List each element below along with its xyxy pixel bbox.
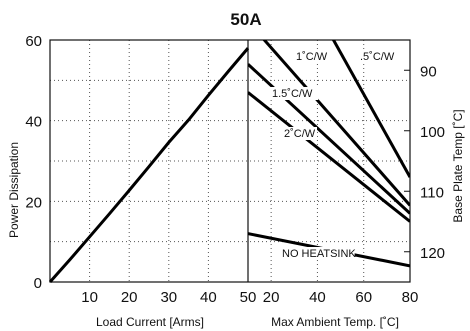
y-tick-label: 40 bbox=[25, 114, 42, 131]
annotations: .5˚C/W 1˚C/W 1.5˚C/W 2˚C/W NO HEATSINK bbox=[270, 50, 400, 260]
series-layer bbox=[48, 40, 410, 283]
y2-tick-label: 90 bbox=[420, 63, 437, 80]
x-axis-label-right: Max Ambient Temp. [˚C] bbox=[271, 315, 399, 329]
y2-tick-label: 110 bbox=[420, 184, 444, 201]
series-line-2-c-w bbox=[248, 91, 410, 223]
x-tick-label-right: 80 bbox=[402, 289, 419, 306]
tick-labels: 0 20 40 60 10 20 30 40 50 20 40 60 80 90 100 110 120 bbox=[25, 33, 445, 306]
x-tick-label: 30 bbox=[160, 289, 177, 306]
y-tick-label: 0 bbox=[34, 275, 42, 292]
series-line--5-c-w bbox=[331, 40, 410, 178]
x-tick-label-right: 60 bbox=[355, 289, 372, 306]
x-tick-label-right: 20 bbox=[263, 289, 280, 306]
series-line-1-5-c-w bbox=[248, 63, 410, 215]
series-label: NO HEATSINK bbox=[282, 248, 356, 260]
x-tick-label: 40 bbox=[200, 289, 217, 306]
series-label: 2˚C/W bbox=[284, 128, 316, 140]
y-tick-label: 60 bbox=[25, 33, 42, 50]
series-line-1-c-w bbox=[262, 40, 410, 207]
series-label-bg bbox=[282, 127, 317, 140]
series-label-bg bbox=[294, 50, 329, 63]
x-tick-label: 10 bbox=[81, 289, 98, 306]
grid-layer bbox=[50, 39, 410, 283]
series-power-curve bbox=[48, 47, 250, 283]
y2-tick-label: 120 bbox=[420, 245, 445, 262]
series-label-bg bbox=[358, 50, 400, 63]
series-label-bg bbox=[280, 247, 355, 260]
y-axis-label-right: Base Plate Temp [˚C] bbox=[451, 109, 465, 222]
x-tick-label: 50 bbox=[240, 289, 257, 306]
plot-frame bbox=[49, 39, 411, 283]
series-label-bg bbox=[270, 87, 319, 100]
chart-title: 50A bbox=[230, 10, 261, 29]
plot-border bbox=[49, 39, 411, 283]
y-axis-label-left: Power Dissipation bbox=[7, 142, 21, 238]
y-tick-label: 20 bbox=[25, 194, 42, 211]
series-label: .5˚C/W bbox=[360, 51, 395, 63]
x-axis-label-left: Load Current [Arms] bbox=[96, 315, 204, 329]
series-label: 1.5˚C/W bbox=[272, 88, 313, 100]
series-label: 1˚C/W bbox=[296, 51, 328, 63]
x-tick-label-right: 40 bbox=[309, 289, 326, 306]
x-tick-label: 20 bbox=[121, 289, 138, 306]
y2-tick-label: 100 bbox=[420, 124, 445, 141]
